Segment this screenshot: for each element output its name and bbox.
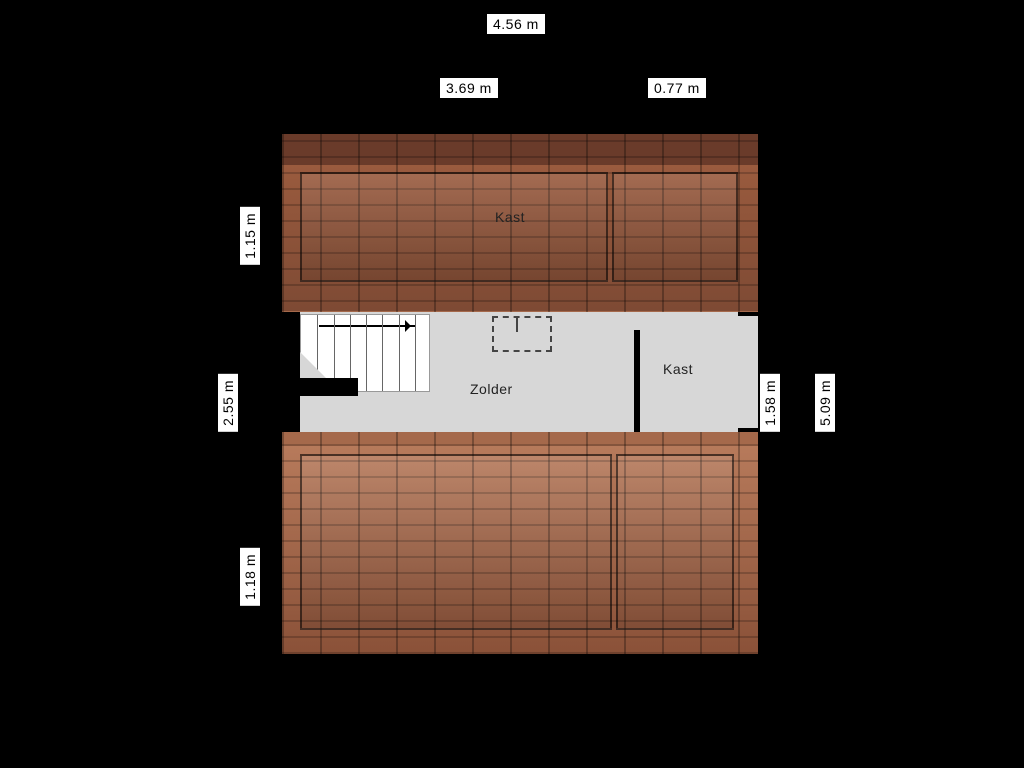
roof-panel — [616, 454, 734, 630]
dim-top-total: 4.56 m — [487, 14, 545, 34]
floor-extension-right — [738, 312, 758, 432]
dim-top-right: 0.77 m — [648, 78, 706, 98]
stair-tread — [415, 315, 416, 391]
hatch-divider — [516, 316, 518, 332]
stair-tread — [399, 315, 400, 391]
dim-left-lower: 1.18 m — [240, 548, 260, 606]
dim-left-mid: 2.55 m — [218, 374, 238, 432]
interior-wall — [634, 330, 640, 432]
dim-right-inner: 1.58 m — [760, 374, 780, 432]
stair-tread — [366, 315, 367, 391]
dim-top-left: 3.69 m — [440, 78, 498, 98]
roof-panel — [612, 172, 738, 282]
stair-tread — [382, 315, 383, 391]
dim-right-total: 5.09 m — [815, 374, 835, 432]
label-zolder: Zolder — [470, 381, 513, 397]
label-kast-right: Kast — [663, 361, 693, 377]
wall-left — [282, 312, 300, 432]
ceiling-hatch — [492, 316, 552, 352]
roof-panel — [300, 454, 612, 630]
roof-panel — [300, 172, 608, 282]
stair-landing — [300, 378, 358, 396]
dim-left-upper: 1.15 m — [240, 207, 260, 265]
floorplan-stage: Kast Zolder Kast 4.56 m 3.69 m 0.77 m 1.… — [0, 0, 1024, 768]
label-kast-top: Kast — [495, 209, 525, 225]
